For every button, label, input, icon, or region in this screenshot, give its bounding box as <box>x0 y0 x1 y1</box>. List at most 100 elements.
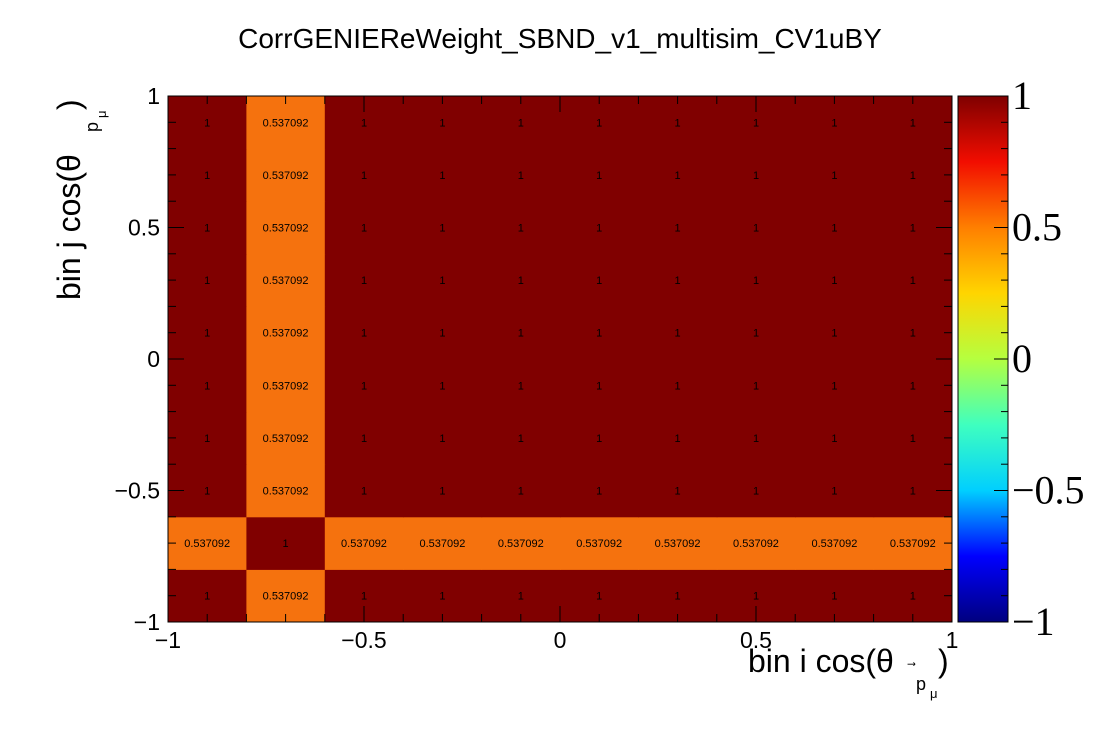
heatmap-cell <box>638 306 718 360</box>
heatmap-cell <box>560 148 639 202</box>
heatmap-cell <box>716 253 796 307</box>
heatmap-cell-value: 0.537092 <box>263 486 309 498</box>
chart-title: CorrGENIEReWeight_SBND_v1_multisim_CV1uB… <box>238 23 882 54</box>
heatmap-cell <box>481 516 561 570</box>
heatmap-cell-value: 1 <box>596 486 602 498</box>
x-tick-label: −1 <box>155 627 181 653</box>
heatmap-cell <box>324 253 404 307</box>
heatmap-cell-value: 0.537092 <box>655 538 701 550</box>
heatmap-cell <box>403 516 483 570</box>
y-tick-label: −0.5 <box>115 478 160 504</box>
heatmap-cell <box>481 96 561 150</box>
x-tick-label: 0.5 <box>740 627 772 653</box>
heatmap-cell-value: 0.537092 <box>733 538 779 550</box>
heatmap-cell <box>795 96 875 150</box>
x-tick-label: 1 <box>946 627 959 653</box>
heatmap-cell <box>324 411 404 465</box>
heatmap-cell-value: 0.537092 <box>263 328 309 340</box>
heatmap-cell <box>246 306 326 360</box>
heatmap-cell <box>560 201 639 255</box>
y-axis: −1 −0.5 0 0.5 1 <box>115 83 952 635</box>
heatmap-cell-value: 1 <box>204 591 210 603</box>
heatmap-cell <box>873 253 953 307</box>
heatmap-cell <box>873 306 953 360</box>
x-axis-title-close: ) <box>938 643 949 679</box>
heatmap-cell <box>795 516 875 570</box>
heatmap-cell <box>873 411 953 465</box>
heatmap-cell-value: 1 <box>675 486 681 498</box>
heatmap-cell-value: 1 <box>753 275 759 287</box>
heatmap-cell-value: 1 <box>675 591 681 603</box>
heatmap-cell <box>560 411 639 465</box>
heatmap-cell <box>560 516 639 570</box>
heatmap-cell-value: 0.537092 <box>576 538 622 550</box>
heatmap-cell <box>638 464 718 518</box>
heatmap-cell-value: 1 <box>831 591 837 603</box>
heatmap-cell <box>716 516 796 570</box>
heatmap-cell <box>246 96 326 150</box>
heatmap-cell <box>638 201 718 255</box>
heatmap-cell-value: 1 <box>831 275 837 287</box>
heatmap-cell-value: 1 <box>753 117 759 129</box>
heatmap-cell-value: 1 <box>596 117 602 129</box>
heatmap-cell <box>716 359 796 413</box>
x-axis-title-subsub: μ <box>930 686 938 701</box>
heatmap-cell <box>168 148 247 202</box>
heatmap-cell <box>638 516 718 570</box>
heatmap-cell-value: 1 <box>361 433 367 445</box>
x-axis-title-main: bin i cos(θ <box>748 643 894 679</box>
heatmap-cell-value: 1 <box>675 275 681 287</box>
heatmap-cell-value: 0.537092 <box>263 170 309 182</box>
heatmap-cell-value: 1 <box>518 486 524 498</box>
heatmap-cell-value: 1 <box>518 170 524 182</box>
heatmap-cell-value: 1 <box>910 380 916 392</box>
heatmap-cell <box>403 253 483 307</box>
x-axis: −1 −0.5 0 0.5 1 <box>155 96 959 653</box>
heatmap-cell-value: 1 <box>518 433 524 445</box>
z-tick-label: 1 <box>1012 73 1032 118</box>
heatmap-cell-value: 1 <box>753 380 759 392</box>
heatmap-cell <box>403 359 483 413</box>
heatmap-cell-value: 1 <box>361 380 367 392</box>
heatmap-cell <box>560 96 639 150</box>
heatmap-cell-value: 1 <box>675 433 681 445</box>
svg-text:bin i cos(θ: bin i cos(θ <box>748 643 894 679</box>
heatmap-cell <box>638 96 718 150</box>
heatmap-cell-value: 1 <box>361 486 367 498</box>
heatmap-cell-value: 0.537092 <box>184 538 230 550</box>
heatmap-cell <box>403 569 483 623</box>
heatmap-cell-value: 1 <box>204 223 210 235</box>
heatmap-cell <box>873 569 953 623</box>
heatmap-cell-value: 1 <box>204 328 210 340</box>
y-tick-label: 0.5 <box>128 215 160 241</box>
heatmap-cell-value: 1 <box>361 275 367 287</box>
heatmap-cell-value: 1 <box>675 170 681 182</box>
heatmap-cell <box>638 359 718 413</box>
heatmap-cell <box>795 464 875 518</box>
heatmap-cell-value: 1 <box>596 328 602 340</box>
heatmap-cell-value: 1 <box>910 486 916 498</box>
x-tick-label: 0 <box>554 627 567 653</box>
heatmap-cell <box>324 148 404 202</box>
heatmap-cell <box>716 148 796 202</box>
heatmap-cell-value: 1 <box>910 328 916 340</box>
heatmap-cell-value: 1 <box>361 591 367 603</box>
heatmap-cell <box>246 253 326 307</box>
heatmap-cell <box>873 359 953 413</box>
heatmap-cell <box>246 516 326 570</box>
heatmap-cell <box>324 201 404 255</box>
heatmap-cell <box>560 464 639 518</box>
heatmap-cell-value: 1 <box>910 117 916 129</box>
heatmap-cell-value: 1 <box>439 117 445 129</box>
heatmap-cell-value: 0.537092 <box>498 538 544 550</box>
heatmap-cell-value: 1 <box>361 223 367 235</box>
heatmap-cell-value: 0.537092 <box>263 223 309 235</box>
heatmap-cell-value: 1 <box>831 380 837 392</box>
heatmap-cell-value: 1 <box>910 223 916 235</box>
heatmap-cell <box>560 569 639 623</box>
heatmap-cell <box>246 569 326 623</box>
heatmap-cell-value: 0.537092 <box>263 380 309 392</box>
heatmap-cell-value: 1 <box>753 223 759 235</box>
y-tick-label: −1 <box>134 609 160 635</box>
